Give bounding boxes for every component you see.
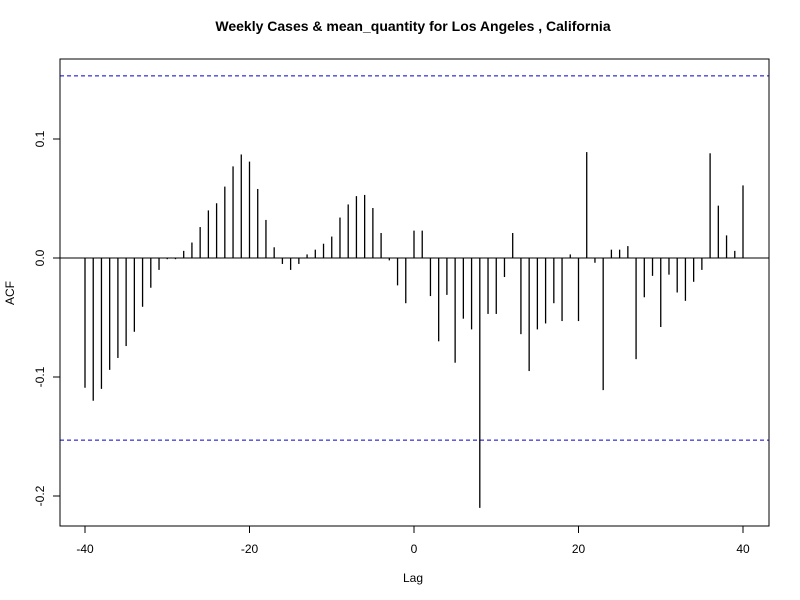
y-axis: -0.2 -0.1 0.0 0.1 bbox=[33, 130, 61, 506]
y-tick-label: 0.1 bbox=[33, 130, 47, 147]
x-tick-label: -40 bbox=[76, 542, 94, 556]
x-axis: -40 -20 0 20 40 bbox=[76, 525, 750, 556]
plot-frame bbox=[59, 58, 770, 527]
x-tick-label: -20 bbox=[241, 542, 259, 556]
x-tick-label: 40 bbox=[736, 542, 750, 556]
confidence-bounds bbox=[60, 75, 769, 441]
y-tick-label: -0.1 bbox=[33, 366, 47, 387]
x-tick-label: 0 bbox=[411, 542, 418, 556]
y-tick-label: -0.2 bbox=[33, 485, 47, 506]
chart-title: Weekly Cases & mean_quantity for Los Ang… bbox=[215, 18, 610, 34]
y-tick-label: 0.0 bbox=[33, 249, 47, 266]
x-tick-label: 20 bbox=[572, 542, 586, 556]
acf-bars bbox=[84, 152, 744, 508]
x-axis-label: Lag bbox=[403, 571, 423, 585]
y-axis-label: ACF bbox=[3, 281, 17, 305]
